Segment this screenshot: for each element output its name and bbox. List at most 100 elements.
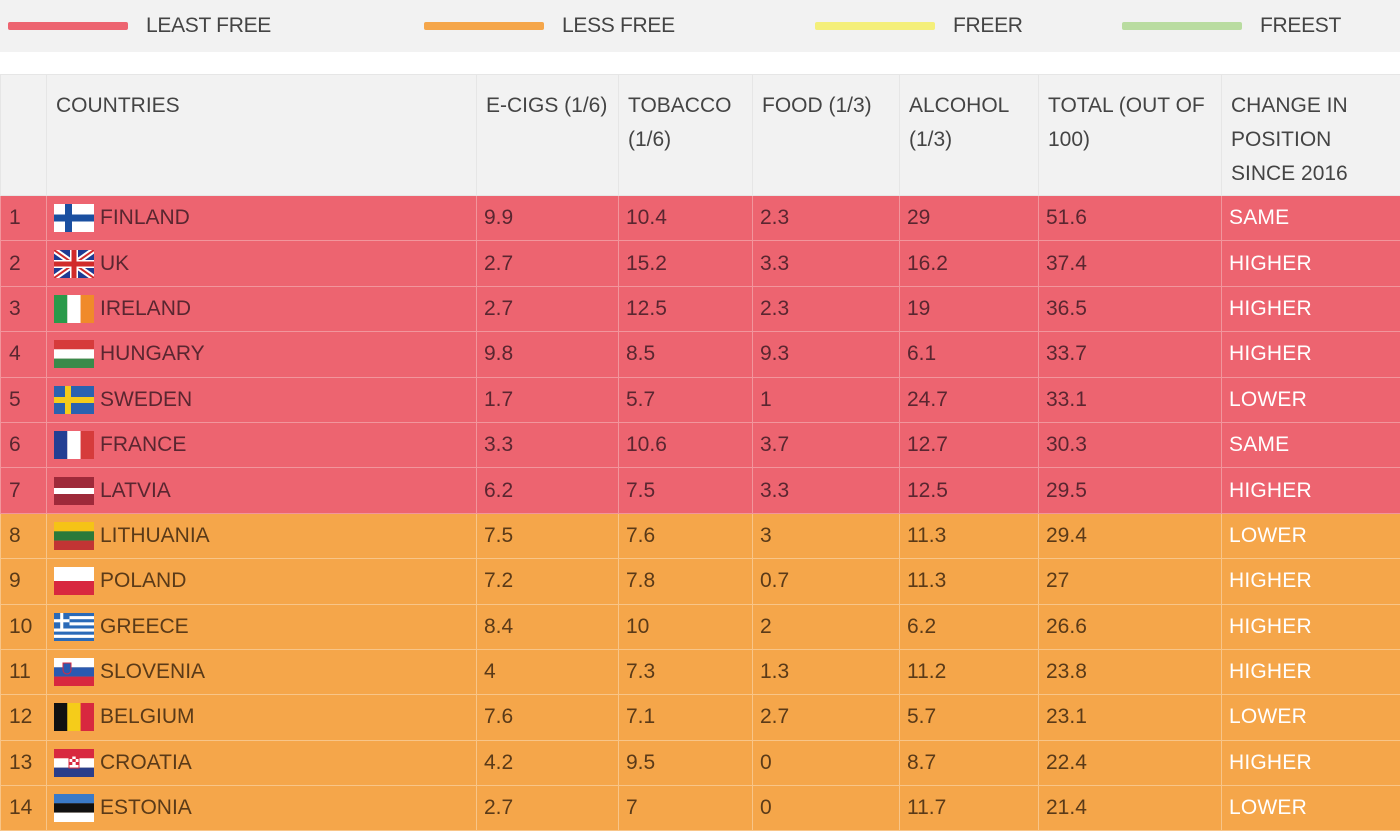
header-change: CHANGE IN POSITION SINCE 2016 <box>1221 74 1400 196</box>
country-name: LATVIA <box>100 478 171 502</box>
header-tobacco: TOBACCO (1/6) <box>618 74 753 196</box>
change-cell: LOWER <box>1221 694 1400 741</box>
table-row: 7 LATVIA 6.2 7.5 3.3 12.5 29.5 HIGHER <box>0 467 1400 514</box>
latvia-flag-icon <box>54 476 94 505</box>
finland-flag-icon <box>54 204 94 233</box>
ecigs-cell: 8.4 <box>476 603 619 650</box>
food-cell: 2.7 <box>752 694 900 741</box>
header-countries: COUNTRIES <box>46 74 477 196</box>
tobacco-cell: 7.5 <box>618 467 753 514</box>
uk-flag-icon <box>54 249 94 278</box>
food-cell: 2.3 <box>752 285 900 333</box>
header-food: FOOD (1/3) <box>752 74 900 196</box>
total-cell: 23.1 <box>1038 694 1222 741</box>
header-ecigs: E-CIGS (1/6) <box>476 74 619 196</box>
total-cell: 29.4 <box>1038 512 1222 560</box>
country-cell: HUNGARY <box>46 331 477 378</box>
total-cell: 37.4 <box>1038 240 1222 287</box>
total-cell: 30.3 <box>1038 421 1222 469</box>
table-row: 10 GREECE 8.4 10 2 6.2 26.6 HIGHER <box>0 603 1400 650</box>
food-cell: 0 <box>752 785 900 832</box>
country-name: UK <box>100 251 130 275</box>
tobacco-cell: 7.6 <box>618 512 753 560</box>
food-cell: 2 <box>752 603 900 650</box>
change-cell: HIGHER <box>1221 603 1400 650</box>
country-name: LITHUANIA <box>100 523 210 547</box>
legend-label: FREEST <box>1260 14 1342 37</box>
country-cell: LITHUANIA <box>46 512 477 560</box>
table-row: 4 HUNGARY 9.8 8.5 9.3 6.1 33.7 HIGHER <box>0 331 1400 378</box>
country-cell: BELGIUM <box>46 694 477 741</box>
change-cell: HIGHER <box>1221 648 1400 696</box>
tobacco-cell: 12.5 <box>618 285 753 333</box>
rank-cell: 2 <box>0 240 47 287</box>
ecigs-cell: 7.6 <box>476 694 619 741</box>
tobacco-cell: 7.1 <box>618 694 753 741</box>
rank-cell: 6 <box>0 421 47 469</box>
change-cell: HIGHER <box>1221 739 1400 787</box>
food-cell: 9.3 <box>752 331 900 378</box>
slovenia-flag-icon <box>54 658 94 687</box>
food-cell: 3.7 <box>752 421 900 469</box>
legend-item-least-free: LEAST FREE <box>8 0 271 52</box>
table-row: 2 UK 2.7 15.2 3.3 16.2 37.4 HIGHER <box>0 240 1400 287</box>
sweden-flag-icon <box>54 385 94 414</box>
change-cell: LOWER <box>1221 785 1400 832</box>
rank-cell: 3 <box>0 285 47 333</box>
table-row: 9 POLAND 7.2 7.8 0.7 11.3 27 HIGHER <box>0 558 1400 605</box>
country-name: CROATIA <box>100 750 192 774</box>
tobacco-cell: 8.5 <box>618 331 753 378</box>
legend-label: LESS FREE <box>562 14 675 37</box>
country-cell: LATVIA <box>46 467 477 514</box>
alcohol-cell: 11.2 <box>899 648 1039 696</box>
alcohol-cell: 29 <box>899 194 1039 242</box>
legend-swatch-least-free <box>8 22 128 30</box>
tobacco-cell: 15.2 <box>618 240 753 287</box>
rank-cell: 8 <box>0 512 47 560</box>
food-cell: 3.3 <box>752 240 900 287</box>
alcohol-cell: 16.2 <box>899 240 1039 287</box>
rank-cell: 14 <box>0 785 47 832</box>
legend-item-less-free: LESS FREE <box>424 0 675 52</box>
total-cell: 33.7 <box>1038 331 1222 378</box>
tobacco-cell: 9.5 <box>618 739 753 787</box>
tobacco-cell: 7.3 <box>618 648 753 696</box>
alcohol-cell: 11.7 <box>899 785 1039 832</box>
rank-cell: 13 <box>0 739 47 787</box>
alcohol-cell: 11.3 <box>899 512 1039 560</box>
rank-cell: 7 <box>0 467 47 514</box>
alcohol-cell: 12.7 <box>899 421 1039 469</box>
ecigs-cell: 2.7 <box>476 285 619 333</box>
legend-bar: LEAST FREE LESS FREE FREER FREEST <box>0 0 1400 52</box>
ecigs-cell: 2.7 <box>476 785 619 832</box>
country-cell: CROATIA <box>46 739 477 787</box>
belgium-flag-icon <box>54 703 94 732</box>
lithuania-flag-icon <box>54 521 94 550</box>
table-header-row: COUNTRIES E-CIGS (1/6) TOBACCO (1/6) FOO… <box>0 74 1400 196</box>
food-cell: 3 <box>752 512 900 560</box>
legend-swatch-freest <box>1122 22 1242 30</box>
ecigs-cell: 7.5 <box>476 512 619 560</box>
change-cell: SAME <box>1221 194 1400 242</box>
change-cell: LOWER <box>1221 512 1400 560</box>
total-cell: 27 <box>1038 558 1222 605</box>
alcohol-cell: 19 <box>899 285 1039 333</box>
tobacco-cell: 5.7 <box>618 376 753 423</box>
header-alcohol: ALCOHOL (1/3) <box>899 74 1039 196</box>
country-cell: FRANCE <box>46 421 477 469</box>
rank-cell: 11 <box>0 648 47 696</box>
ecigs-cell: 7.2 <box>476 558 619 605</box>
legend-item-freest: FREEST <box>1122 0 1341 52</box>
tobacco-cell: 10 <box>618 603 753 650</box>
greece-flag-icon <box>54 612 94 641</box>
estonia-flag-icon <box>54 794 94 823</box>
country-cell: GREECE <box>46 603 477 650</box>
ecigs-cell: 1.7 <box>476 376 619 423</box>
food-cell: 0 <box>752 739 900 787</box>
food-cell: 2.3 <box>752 194 900 242</box>
country-name: HUNGARY <box>100 342 205 366</box>
alcohol-cell: 6.1 <box>899 331 1039 378</box>
country-name: FRANCE <box>100 433 187 457</box>
rank-cell: 9 <box>0 558 47 605</box>
tobacco-cell: 7 <box>618 785 753 832</box>
